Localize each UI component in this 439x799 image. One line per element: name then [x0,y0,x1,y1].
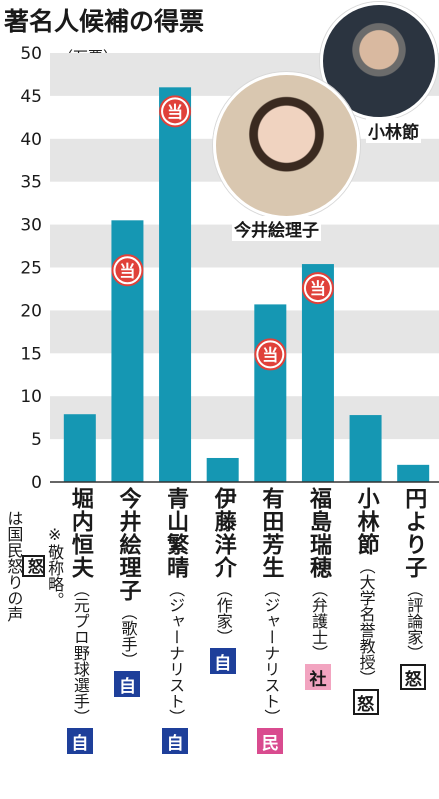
party-badge: 民 [257,728,284,754]
candidate-label: 有田芳生 （ジャーナリスト） 民 [250,487,290,754]
candidate-name: 伊藤洋介 [210,487,236,579]
elected-badge: 当 [301,272,334,305]
bar [349,415,382,482]
elected-badge: 当 [254,338,287,371]
photo-caption-kobayashi: 小林節 [366,118,421,143]
y-tick-label: 30 [20,216,42,236]
candidate-name: 小林節 [353,487,379,556]
party-badge: 社 [304,664,331,690]
y-tick-label: 45 [20,87,42,107]
candidate-label: 堀内恒夫 （元プロ野球選手） 自 [60,487,100,754]
grid-band [50,310,439,354]
candidate-occupation: （評論家） [404,581,424,661]
candidate-occupation: （ジャーナリスト） [166,581,186,725]
bar [206,457,239,482]
candidate-name: 青山繁晴 [163,487,189,579]
candidate-occupation: （作家） [213,581,233,645]
candidate-occupation: （大学名誉教授） [356,558,376,686]
y-tick-label: 25 [20,259,42,279]
elected-badge-label: 当 [119,261,135,280]
y-tick-label: 40 [20,130,42,150]
party-badge: 怒 [400,664,427,690]
candidate-occupation: （元プロ野球選手） [70,581,90,725]
candidate-label: 青山繁晴 （ジャーナリスト） 自 [155,487,195,754]
footnote-suffix: は国民怒りの声 [4,510,24,622]
footnote-prefix: ※敬称略。 [45,524,65,608]
bar [254,304,287,482]
elected-badge: 当 [111,254,144,287]
bar [63,414,96,482]
chart-title: 著名人候補の得票 [4,7,205,36]
photo-caption-imai: 今井絵理子 [232,216,321,241]
candidate-occupation: （ジャーナリスト） [261,581,281,725]
portrait-photo-imai [213,72,360,219]
party-badge: 自 [66,728,93,754]
y-tick-label: 5 [31,430,42,450]
candidate-label: 福島瑞穂 （弁護士） 社 [298,487,338,690]
y-tick-label: 50 [20,44,42,64]
elected-badge: 当 [159,95,192,128]
candidate-label: 円より子 （評論家） 怒 [393,487,433,690]
y-tick-label: 15 [20,344,42,364]
y-axis-ticks: 0 5 10 15 20 25 30 35 40 45 50 [20,44,42,493]
y-tick-label: 35 [20,173,42,193]
bars [63,87,430,482]
elected-badge-label: 当 [262,345,278,364]
candidate-name: 有田芳生 [258,487,284,579]
party-legend-box: 怒 [22,555,45,577]
elected-badge-label: 当 [167,102,183,121]
bar [159,87,192,482]
candidate-label: 今井絵理子 （歌手） 自 [107,487,147,697]
candidate-name: 今井絵理子 [115,487,141,602]
party-badge: 自 [162,728,189,754]
y-tick-label: 20 [20,301,42,321]
candidate-name: 堀内恒夫 [67,487,93,579]
party-badge: 自 [114,671,141,697]
candidate-label: 小林節 （大学名誉教授） 怒 [346,487,386,715]
candidate-name: 円より子 [401,487,427,579]
party-badge: 自 [209,648,236,674]
party-badge: 怒 [352,689,379,715]
footnote: ※敬称略。 怒 は国民怒りの声 [4,510,65,622]
candidate-occupation: （歌手） [118,604,138,668]
elected-badge-label: 当 [310,279,326,298]
candidate-name: 福島瑞穂 [305,487,331,579]
y-tick-label: 10 [20,387,42,407]
candidate-occupation: （弁護士） [308,581,328,661]
bar [397,464,430,482]
candidate-label: 伊藤洋介 （作家） 自 [203,487,243,674]
y-tick-label: 0 [31,473,42,493]
